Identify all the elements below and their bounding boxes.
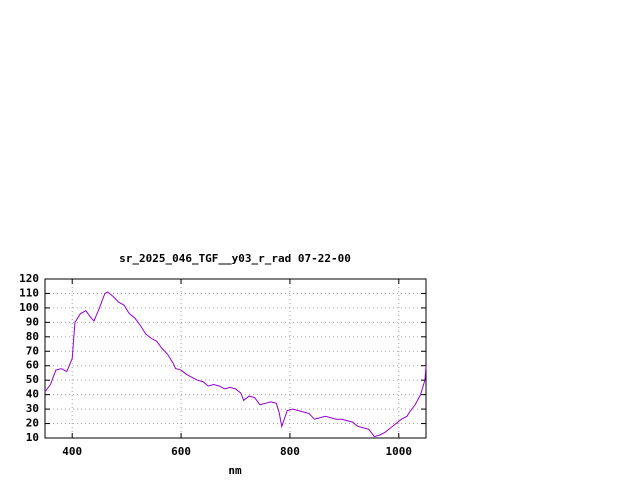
y-tick-label: 90	[26, 315, 39, 328]
y-tick-label: 10	[26, 431, 39, 444]
y-tick-label: 20	[26, 417, 39, 430]
x-axis-label: nm	[228, 464, 242, 477]
y-tick-label: 70	[26, 344, 39, 357]
y-tick-label: 100	[19, 301, 39, 314]
y-tick-label: 60	[26, 359, 39, 372]
y-tick-label: 120	[19, 272, 39, 285]
y-tick-label: 40	[26, 388, 39, 401]
y-tick-label: 50	[26, 373, 39, 386]
x-tick-label: 800	[280, 445, 300, 458]
plot-frame	[44, 278, 427, 439]
x-tick-label: 400	[62, 445, 82, 458]
chart-title: sr_2025_046_TGF__y03_r_rad 07-22-00	[119, 252, 351, 265]
y-tick-label: 30	[26, 402, 39, 415]
y-tick-label: 80	[26, 330, 39, 343]
y-tick-label: 110	[19, 286, 39, 299]
x-tick-label: 1000	[386, 445, 413, 458]
data-line	[44, 291, 427, 438]
x-tick-label: 600	[171, 445, 191, 458]
